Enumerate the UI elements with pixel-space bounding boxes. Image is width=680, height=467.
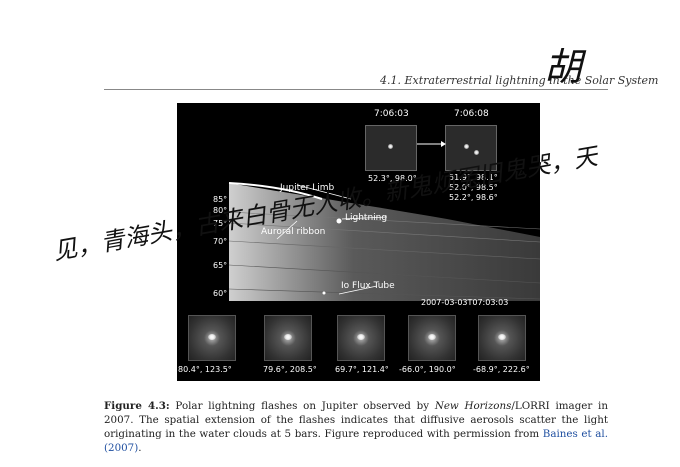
caption-text-c: . <box>138 442 142 454</box>
inset-label-right-3: 52.2°, 98.6° <box>449 193 498 202</box>
flash-dot <box>474 150 479 155</box>
time-label-left: 7:06:03 <box>374 109 409 119</box>
caption-label: Figure 4.3: <box>104 400 170 412</box>
flash-dot <box>208 334 216 340</box>
inset-frame-right <box>445 125 497 171</box>
latitude-tick: 80° <box>213 206 228 215</box>
annotation-jupiter-limb: Jupiter Limb <box>280 183 335 193</box>
caption-italic: New Horizons <box>434 400 512 412</box>
flash-dot <box>388 144 393 149</box>
inset-label-right-1: 51.9°, 98.1° <box>449 173 498 182</box>
panel-label: 69.7°, 121.4° <box>335 365 389 374</box>
flash-dot <box>357 334 365 340</box>
panel-label: -68.9°, 222.6° <box>473 365 530 374</box>
figure-caption: Figure 4.3: Polar lightning flashes on J… <box>104 399 608 455</box>
panel-label: -66.0°, 190.0° <box>399 365 456 374</box>
inset-label-right-2: 52.0°, 98.5° <box>449 183 498 192</box>
caption-text-a: Polar lightning flashes on Jupiter obser… <box>169 400 435 412</box>
arrow-between-insets <box>417 141 446 147</box>
inset-label-left: 52.3°, 98.0° <box>368 174 417 183</box>
flash-dot <box>428 334 436 340</box>
latitude-tick: 60° <box>213 289 228 298</box>
panel-label: 80.4°, 123.5° <box>178 365 232 374</box>
running-head: 4.1. Extraterrestrial lightning in the S… <box>380 74 659 87</box>
inset-frame-left <box>365 125 417 171</box>
latitude-tick: 65° <box>213 261 228 270</box>
flash-panel <box>408 315 456 361</box>
flash-dot <box>464 144 469 149</box>
caption-text-b: /LORRI imager in 2007. The spatial exten… <box>104 400 608 440</box>
panel-label: 79.6°, 208.5° <box>263 365 317 374</box>
annotation-lightning: Lightning <box>345 213 388 223</box>
latitude-tick: 70° <box>213 237 228 246</box>
latitude-tick: 85° <box>213 195 228 204</box>
annotation-io-flux-tube: Io Flux Tube <box>341 281 395 291</box>
handwritten-signature: 胡 <box>544 45 583 89</box>
annotation-auroral-ribbon: Auroral ribbon <box>261 227 326 237</box>
flash-dot <box>498 334 506 340</box>
header-rule <box>104 89 608 90</box>
flash-dot <box>284 334 292 340</box>
flash-panel <box>478 315 526 361</box>
latitude-tick: 75° <box>213 219 228 228</box>
flash-panel <box>188 315 236 361</box>
caption-citation[interactable]: Baines et al. (2007) <box>104 428 608 454</box>
jupiter-limb-image <box>228 182 540 301</box>
flash-panel <box>337 315 385 361</box>
figure-image: 7:06:03 7:06:08 52.3°, 98.0° 51.9°, 98.1… <box>177 103 540 381</box>
time-label-right: 7:06:08 <box>454 109 489 119</box>
image-timestamp: 2007-03-03T07:03:03 <box>421 298 509 307</box>
flash-panel <box>264 315 312 361</box>
